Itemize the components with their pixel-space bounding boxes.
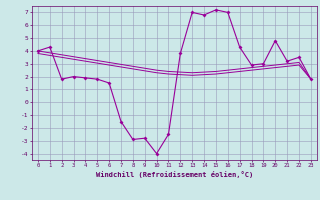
X-axis label: Windchill (Refroidissement éolien,°C): Windchill (Refroidissement éolien,°C) — [96, 171, 253, 178]
